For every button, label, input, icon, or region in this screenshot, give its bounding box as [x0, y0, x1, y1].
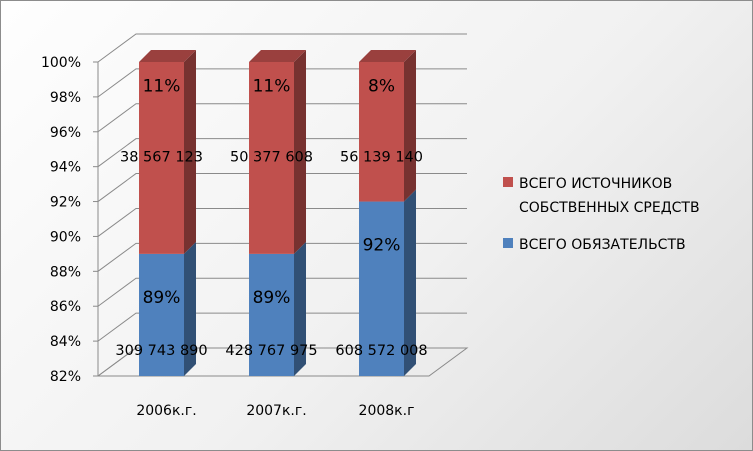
- bar-segment-front: [139, 253, 184, 376]
- y-tick-label: 100%: [41, 55, 81, 71]
- bar-segment-front: [359, 201, 404, 376]
- data-label-amount: 608 572 008: [335, 343, 427, 359]
- data-label-amount: 50 377 608: [230, 149, 313, 165]
- bar-segment-top: [359, 50, 416, 62]
- gridline: [97, 103, 467, 133]
- gridline: [97, 138, 467, 168]
- legend-label: ВСЕГО ОБЯЗАТЕЛЬСТВ: [519, 237, 686, 253]
- data-label-percent: 89%: [253, 288, 291, 308]
- bar-segment-top: [139, 50, 196, 62]
- data-label-percent: 8%: [368, 77, 395, 97]
- gridline: [97, 277, 467, 307]
- data-label-percent: 92%: [363, 236, 401, 256]
- data-label-amount: 56 139 140: [340, 149, 423, 165]
- y-tick-label: 92%: [50, 195, 81, 211]
- gridline: [97, 173, 467, 202]
- gridline: [97, 68, 467, 98]
- data-label-percent: 11%: [143, 77, 181, 97]
- data-label-amount: 309 743 890: [115, 343, 207, 359]
- bar-segment-top: [249, 50, 306, 62]
- y-tick-label: 82%: [50, 369, 81, 385]
- y-tick-label: 96%: [50, 125, 81, 141]
- x-category-label: 2007к.г.: [246, 403, 306, 419]
- y-tick-label: 86%: [50, 299, 81, 315]
- y-tick-label: 98%: [50, 90, 81, 106]
- data-label-amount: 428 767 975: [225, 343, 317, 359]
- bar-segment-side: [184, 241, 196, 376]
- x-category-label: 2006к.г.: [136, 403, 196, 419]
- data-label-amount: 38 567 123: [120, 149, 203, 165]
- y-tick-label: 94%: [50, 160, 81, 176]
- y-tick-label: 84%: [50, 334, 81, 350]
- bar-segment-side: [404, 189, 416, 376]
- bar-segment-side: [294, 50, 306, 254]
- gridline: [97, 207, 467, 237]
- legend-swatch: [503, 238, 513, 248]
- legend-swatch: [503, 177, 513, 187]
- gridline: [97, 312, 467, 342]
- legend-label: СОБСТВЕННЫХ СРЕДСТВ: [519, 200, 700, 216]
- bar-segment-front: [249, 253, 294, 376]
- legend-label: ВСЕГО ИСТОЧНИКОВ: [519, 176, 672, 192]
- bar-segment-front: [359, 62, 404, 202]
- bar-segment-side: [294, 241, 306, 376]
- gridline: [97, 33, 467, 63]
- gridline: [97, 347, 467, 377]
- gridline: [97, 242, 467, 272]
- x-category-label: 2008к.г: [359, 403, 415, 419]
- bar-segment-front: [139, 62, 184, 254]
- bar-segment-side: [404, 50, 416, 202]
- data-label-percent: 11%: [253, 77, 291, 97]
- bar-segment-front: [249, 62, 294, 254]
- y-tick-label: 90%: [50, 229, 81, 245]
- y-tick-label: 88%: [50, 264, 81, 280]
- bar-segment-side: [184, 50, 196, 254]
- data-label-percent: 89%: [143, 288, 181, 308]
